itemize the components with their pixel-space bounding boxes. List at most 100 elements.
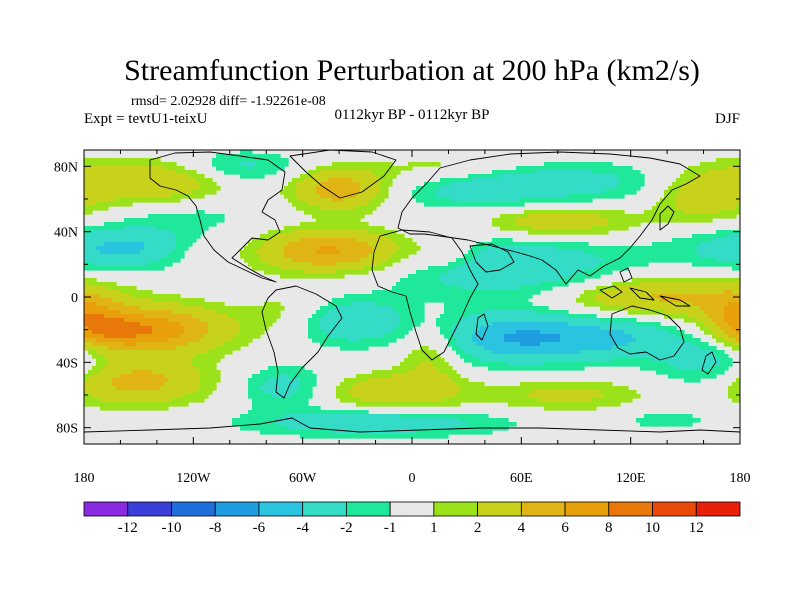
contour-cell [716,258,740,263]
contour-cell [360,398,445,403]
contour-cell [592,226,629,231]
contour-cell [520,286,553,291]
contour-cell [300,238,357,243]
contour-cell [296,186,317,191]
contour-cell [368,378,453,383]
contour-cell [456,258,473,263]
contour-cell [416,198,453,203]
contour-cell [236,334,261,339]
contour-cell [256,250,285,255]
contour-cell [436,366,453,371]
contour-cell [84,162,177,167]
contour-cell [468,250,481,255]
contour-cell [572,274,601,279]
contour-cell [152,370,201,375]
contour-cell [352,394,457,399]
contour-cell [340,250,373,255]
contour-cell [240,414,285,419]
colorbar-swatch [520,501,566,517]
coast-south-america [261,285,343,399]
contour-cell [700,254,740,259]
contour-cell [424,182,453,187]
contour-cell [464,358,481,363]
contour-cell [284,254,369,259]
contour-cell [640,366,677,371]
contour-cell [460,418,509,423]
colorbar-swatch [652,501,697,517]
contour-cell [352,302,377,307]
contour-cell [660,198,677,203]
contour-cell [440,186,617,191]
contour-cell [504,334,561,339]
x-tick-label: 60E [510,471,533,486]
contour-cell [84,298,113,303]
season-label: DJF [715,111,740,127]
contour-cell [84,334,105,339]
contour-cell [392,374,449,379]
contour-cell [732,382,740,387]
contour-cell [296,206,321,211]
contour-cell [84,262,93,267]
contour-cell [84,174,189,179]
contour-cell [408,354,441,359]
contour-cell [192,362,217,367]
colorbar-swatch [258,501,304,517]
contour-cell [96,362,109,367]
contour-cell [468,174,501,179]
colorbar-label: 2 [474,520,482,536]
colorbar-swatch [608,501,653,517]
contour-cell [260,254,285,259]
contour-cell [492,238,513,243]
contour-cell [292,202,309,207]
contour-cell [468,422,517,427]
contour-cell [708,170,740,175]
contour-cell [248,390,265,395]
contour-cell [196,366,217,371]
contour-cell [316,186,361,191]
contour-cell [696,246,740,251]
contour-cell [600,318,637,323]
contour-cell [240,326,269,331]
contour-cell [684,182,740,187]
contour-cell [384,234,405,239]
contour-cell [320,342,389,347]
contour-cell [184,394,209,399]
contour-cell [452,378,469,383]
contour-cell [108,358,193,363]
contour-cell [248,166,253,171]
contour-cell [408,162,441,167]
contour-cell [216,154,281,159]
contour-cell [444,306,549,311]
contour-cell [544,362,669,367]
contour-cell [456,266,597,271]
contour-cell [280,190,297,195]
contour-cell [416,270,449,275]
contour-cell [144,314,193,319]
contour-cell [108,362,193,367]
contour-cell [120,374,165,379]
contour-cell [248,394,273,399]
contour-cell [712,366,729,371]
contour-cell [540,342,629,347]
contour-cell [580,294,597,299]
contour-cell [668,330,685,335]
contour-cell [392,366,417,371]
contour-cell [292,230,369,235]
contour-cell [188,174,205,179]
contour-cell [612,358,653,363]
contour-cell [488,366,585,371]
contour-cell [356,206,377,211]
contour-cell [724,318,740,323]
contour-cell [736,206,740,211]
contour-cell [144,246,177,251]
contour-cell [424,202,525,207]
contour-cell [440,278,561,283]
contour-cell [420,362,433,367]
contour-cell [312,314,325,319]
contour-cell [688,314,709,319]
contour-cell [668,374,717,379]
contour-cell [300,174,313,179]
contour-cell [96,202,133,207]
x-tick-label: 120W [176,471,211,486]
contour-cell [360,186,381,191]
